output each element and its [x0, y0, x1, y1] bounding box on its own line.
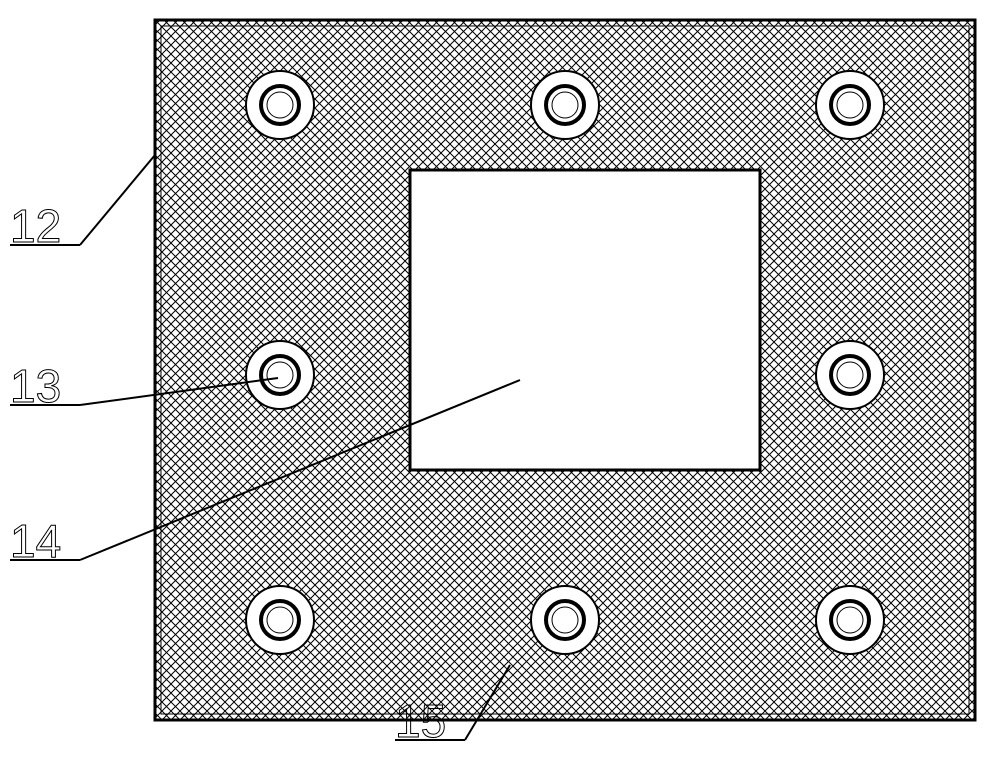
callout-label-13: 13: [10, 360, 61, 412]
bolt-hole: [816, 71, 884, 139]
bolt-hole: [816, 341, 884, 409]
bolt-hole: [816, 586, 884, 654]
diagram-svg: 12 13 14 15: [0, 0, 1000, 757]
window-rect: [410, 170, 760, 470]
bolt-hole: [531, 586, 599, 654]
diagram-stage: 12 13 14 15: [0, 0, 1000, 757]
bolt-hole: [531, 71, 599, 139]
bolt-hole: [246, 341, 314, 409]
callout-label-12: 12: [10, 200, 61, 252]
callout-label-15: 15: [395, 695, 446, 747]
bolt-hole: [246, 71, 314, 139]
bolt-hole: [246, 586, 314, 654]
callout-leader: [80, 155, 155, 245]
callout-label-14: 14: [10, 515, 61, 567]
inner-window: [410, 170, 760, 470]
